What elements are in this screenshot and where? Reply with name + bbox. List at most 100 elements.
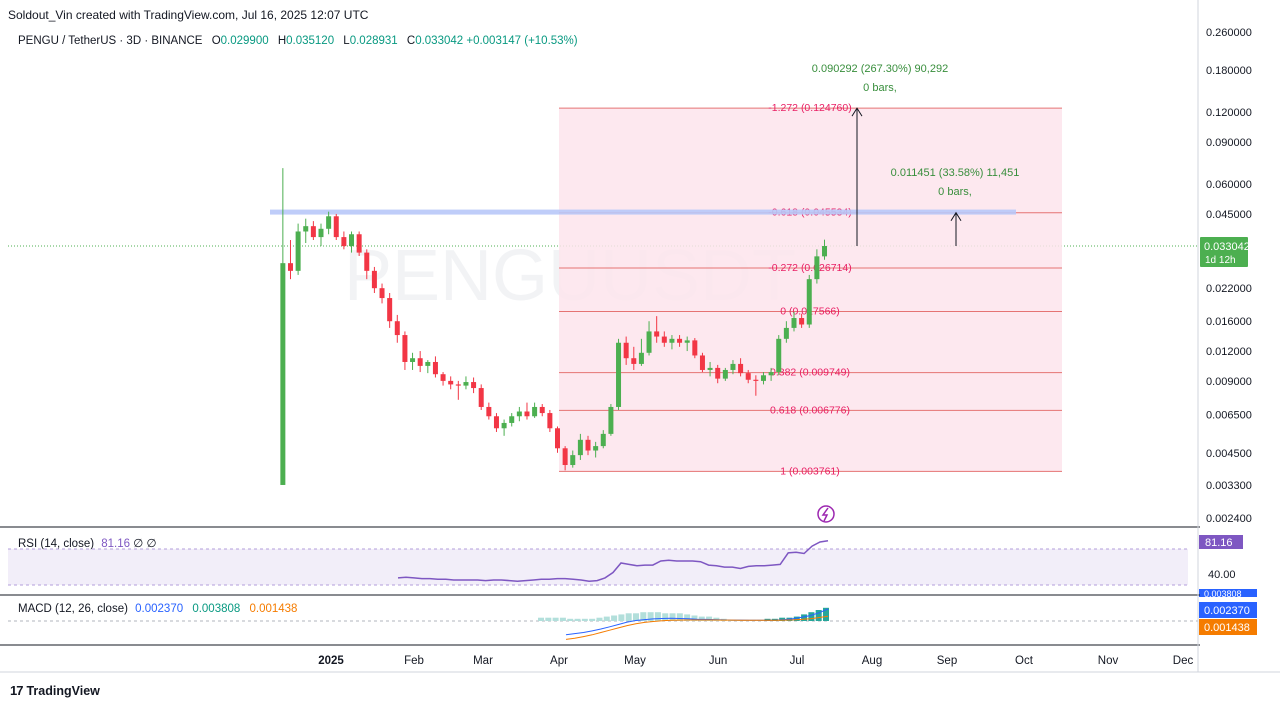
candle-body xyxy=(593,446,599,451)
macd-axis-hist-value: 0.001438 xyxy=(1204,622,1250,634)
macd-axis-top-value: 0.003808 xyxy=(1204,589,1242,599)
time-axis-label: 2025 xyxy=(318,655,344,667)
candle-body xyxy=(440,374,446,381)
macd-signal-line xyxy=(565,615,829,640)
macd-histogram-bar xyxy=(559,617,566,621)
candle-body xyxy=(822,245,828,257)
candle-body xyxy=(638,352,644,364)
candle-body xyxy=(692,340,698,356)
candle-body xyxy=(425,361,431,366)
macd-histogram-bar xyxy=(749,619,756,621)
candle-body xyxy=(448,380,454,385)
macd-legend[interactable]: MACD (12, 26, close) 0.002370 0.003808 0… xyxy=(18,603,297,615)
candle-body xyxy=(738,363,744,374)
candle-body xyxy=(356,234,362,253)
macd-histogram-bar xyxy=(757,619,764,621)
price-axis-label: 0.260000 xyxy=(1206,27,1252,39)
candle-body xyxy=(410,358,416,362)
price-axis-label: 0.016000 xyxy=(1206,316,1252,328)
candle-body xyxy=(371,270,377,289)
macd-hist-tag xyxy=(1199,619,1257,635)
macd-histogram-bar xyxy=(669,613,676,621)
open-label: O xyxy=(211,35,221,47)
rsi-band xyxy=(8,549,1188,585)
fib-level-label: 0.382 (0.009749) xyxy=(770,367,850,379)
candle-body xyxy=(753,379,759,381)
candle-body xyxy=(387,298,393,322)
candle-body xyxy=(349,234,355,247)
macd-hist-value: 0.001438 xyxy=(249,603,298,615)
rsi-axis-value: 81.16 xyxy=(1205,537,1233,549)
projection-label: 0.090292 (267.30%) 90,292 xyxy=(812,63,948,75)
candle-body xyxy=(783,327,789,339)
alert-icon xyxy=(817,505,835,523)
projection-label: 0.011451 (33.58%) 11,451 xyxy=(891,167,1020,179)
candle-body xyxy=(554,428,560,449)
alert-bolt-icon xyxy=(821,507,829,522)
change-value: +0.003147 (+10.53%) xyxy=(466,35,578,47)
symbol-watermark: PENGUUSDT xyxy=(344,236,796,316)
rsi-extra: ∅ ∅ xyxy=(133,538,157,550)
macd-histogram-bar xyxy=(801,614,808,621)
price-axis-label: 0.009000 xyxy=(1206,376,1252,388)
macd-histogram-bar xyxy=(676,613,683,621)
macd-value-tag xyxy=(1199,602,1257,618)
time-axis-label: May xyxy=(624,655,646,667)
candle-body xyxy=(722,369,728,379)
macd-histogram-bar xyxy=(545,617,552,621)
candle-body xyxy=(303,226,309,232)
candle-body xyxy=(478,388,484,407)
rsi-value-tag xyxy=(1199,535,1243,549)
fib-level-label: 0.618 (0.006776) xyxy=(770,404,850,416)
macd-histogram-bar xyxy=(742,619,749,621)
macd-histogram-bar xyxy=(618,614,625,621)
macd-axis-top-tag xyxy=(1199,589,1257,597)
macd-histogram-bar xyxy=(793,616,800,621)
candle-body xyxy=(295,231,301,271)
price-axis-label: 0.002400 xyxy=(1206,513,1252,525)
candle-body xyxy=(287,263,293,271)
macd-histogram-bar xyxy=(706,616,713,621)
price-axis-label: 0.180000 xyxy=(1206,65,1252,77)
candle-body xyxy=(493,416,499,429)
macd-histogram-bar xyxy=(589,618,596,621)
rsi-legend[interactable]: RSI (14, close) 81.16 ∅ ∅ xyxy=(18,536,156,550)
symbol-name[interactable]: PENGU / TetherUS · 3D · BINANCE xyxy=(18,35,203,47)
candle-body xyxy=(600,433,606,447)
macd-histogram-bar xyxy=(720,618,727,621)
macd-histogram-bar xyxy=(596,617,603,621)
macd-line xyxy=(565,608,829,636)
open-value: 0.029900 xyxy=(220,35,269,47)
macd-histogram-bar xyxy=(713,617,720,621)
candle-body xyxy=(463,382,469,386)
macd-histogram-bar xyxy=(567,618,574,621)
rsi-label: RSI (14, close) xyxy=(18,538,95,550)
candle-body xyxy=(715,367,721,379)
time-axis-label: Feb xyxy=(404,655,424,667)
candle-body xyxy=(417,358,423,366)
macd-histogram-bar xyxy=(771,618,778,621)
candle-body xyxy=(646,331,652,353)
macd-histogram-bar xyxy=(633,613,639,621)
macd-histogram-bar xyxy=(574,618,581,621)
low-label: L xyxy=(343,35,350,47)
macd-histogram-bar xyxy=(728,619,734,621)
macd-axis-value: 0.002370 xyxy=(1204,605,1250,617)
candle-body xyxy=(661,336,667,343)
time-axis-label: Jul xyxy=(790,655,805,667)
candle-body xyxy=(341,237,347,247)
candle-body xyxy=(455,384,461,386)
price-axis-label: 0.090000 xyxy=(1206,137,1252,149)
price-axis-label: 0.012000 xyxy=(1206,346,1252,358)
candle-body xyxy=(310,226,316,238)
macd-histogram-bar xyxy=(764,618,771,621)
tradingview-brand[interactable]: 17 TradingView xyxy=(10,683,100,698)
symbol-legend: PENGU / TetherUS · 3D · BINANCE O0.02990… xyxy=(18,35,578,47)
candle-body xyxy=(570,455,576,466)
last-price-tag xyxy=(1200,236,1248,267)
macd-histogram-bar xyxy=(823,607,829,621)
candle-body xyxy=(524,411,530,417)
candle-body xyxy=(516,411,522,417)
price-axis-label: 0.006500 xyxy=(1206,410,1252,422)
